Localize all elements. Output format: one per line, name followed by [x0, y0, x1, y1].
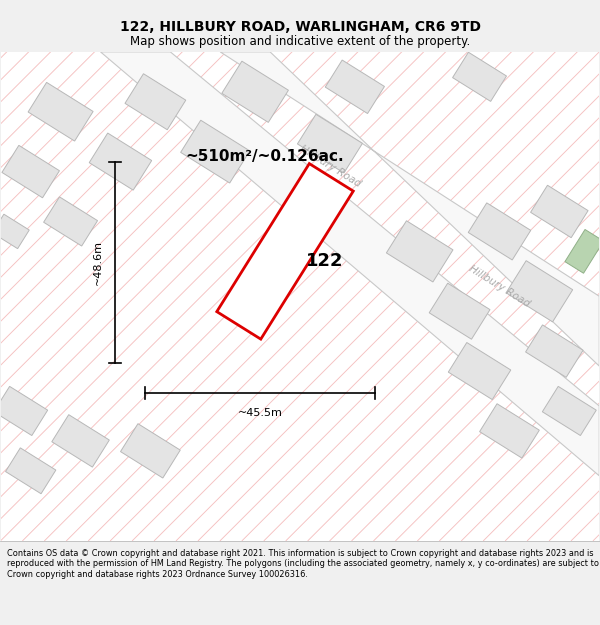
Polygon shape [429, 283, 490, 339]
Text: Map shows position and indicative extent of the property.: Map shows position and indicative extent… [130, 35, 470, 48]
Text: ~45.5m: ~45.5m [238, 408, 283, 418]
Polygon shape [181, 120, 250, 183]
Polygon shape [44, 197, 98, 246]
Text: 122: 122 [306, 253, 344, 271]
Polygon shape [386, 221, 453, 282]
Polygon shape [526, 325, 583, 378]
Text: ~48.6m: ~48.6m [92, 240, 103, 285]
Polygon shape [0, 386, 47, 436]
Text: Hillbury Road: Hillbury Road [467, 264, 532, 309]
Polygon shape [125, 74, 186, 130]
Polygon shape [448, 342, 511, 399]
Polygon shape [101, 52, 599, 476]
Polygon shape [468, 203, 531, 260]
Polygon shape [506, 261, 572, 322]
Polygon shape [530, 185, 588, 238]
Text: Contains OS data © Crown copyright and database right 2021. This information is : Contains OS data © Crown copyright and d… [7, 549, 599, 579]
Polygon shape [89, 133, 152, 190]
Polygon shape [217, 164, 353, 339]
Polygon shape [542, 386, 596, 436]
Polygon shape [28, 82, 93, 141]
Polygon shape [5, 448, 56, 494]
Polygon shape [452, 52, 506, 101]
Text: 122, HILLBURY ROAD, WARLINGHAM, CR6 9TD: 122, HILLBURY ROAD, WARLINGHAM, CR6 9TD [119, 20, 481, 34]
Polygon shape [220, 52, 599, 366]
Polygon shape [298, 114, 362, 173]
Text: Hillbury Road: Hillbury Road [298, 144, 362, 189]
Polygon shape [52, 414, 109, 467]
Polygon shape [0, 214, 29, 249]
Polygon shape [479, 404, 539, 458]
Polygon shape [121, 424, 180, 478]
Polygon shape [2, 146, 59, 198]
Polygon shape [222, 61, 289, 122]
Polygon shape [565, 229, 600, 273]
Polygon shape [325, 60, 385, 114]
Text: ~510m²/~0.126ac.: ~510m²/~0.126ac. [185, 149, 344, 164]
